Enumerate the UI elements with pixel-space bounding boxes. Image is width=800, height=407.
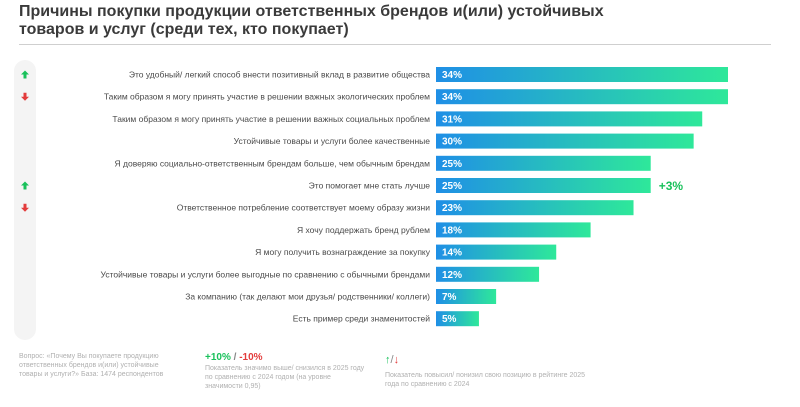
bar — [436, 266, 540, 282]
value-label: 12% — [442, 270, 462, 281]
value-label: 23% — [442, 203, 462, 214]
category-label: Я доверяю социально-ответственным бренда… — [115, 158, 431, 168]
question-footnote: Вопрос: «Почему Вы покупаете продукцию о… — [19, 353, 164, 378]
category-label: Устойчивые товары и услуги более выгодны… — [101, 269, 431, 279]
significance-plus: +10% — [205, 352, 231, 363]
bar — [436, 133, 694, 149]
significance-minus: -10% — [239, 352, 263, 363]
value-label: 31% — [442, 114, 462, 125]
value-label: 25% — [442, 181, 462, 192]
significance-footnote: Показатель значимо выше/ снизился в 2025… — [205, 365, 365, 390]
category-label: Я хочу поддержать бренд рублем — [297, 225, 430, 235]
category-label: Таким образом я могу принять участие в р… — [112, 114, 430, 124]
rank-arrow-footnote: Показатель повысил/ понизил свою позицию… — [385, 372, 586, 388]
bar — [436, 311, 479, 327]
bar — [436, 244, 557, 260]
category-label: Это помогает мне стать лучше — [309, 181, 431, 191]
rank-up-icon — [21, 181, 29, 190]
arrow-up-icon: ↑ — [385, 354, 391, 366]
bar — [436, 111, 703, 127]
chart-title: Причины покупки продукции ответственных … — [19, 3, 604, 38]
significance-slash: / — [230, 352, 240, 363]
significance-legend: +10% / -10% — [205, 352, 263, 363]
value-label: 18% — [442, 225, 462, 236]
category-label: Таким образом я могу принять участие в р… — [104, 92, 430, 102]
bar — [436, 178, 651, 193]
rank-arrow-legend: ↑/↓ — [385, 354, 399, 366]
value-label: 14% — [442, 248, 462, 259]
value-label: 30% — [442, 137, 462, 148]
title-divider — [19, 44, 771, 45]
category-label: Есть пример среди знаменитостей — [293, 314, 430, 324]
arrow-slash: / — [390, 354, 394, 366]
bar — [436, 89, 728, 105]
value-label: 25% — [442, 159, 462, 170]
bar — [436, 67, 728, 82]
significant-change-label: +3% — [659, 179, 684, 193]
category-label: За компанию (так делают мои друзья/ родс… — [185, 292, 430, 302]
category-label: Ответственное потребление соответствует … — [177, 203, 431, 213]
value-label: 7% — [442, 292, 457, 303]
rank-down-icon — [21, 203, 29, 212]
arrow-down-icon: ↓ — [393, 354, 400, 366]
bar — [436, 155, 651, 171]
rank-up-icon — [21, 70, 29, 79]
value-label: 34% — [442, 92, 462, 103]
category-label: Это удобный/ легкий способ внести позити… — [129, 70, 430, 80]
bar — [436, 200, 634, 216]
bar-chart: Это удобный/ легкий способ внести позити… — [21, 67, 728, 327]
value-label: 34% — [442, 70, 462, 81]
bar — [436, 222, 591, 238]
value-label: 5% — [442, 314, 457, 325]
rank-change-strip — [14, 60, 36, 340]
rank-down-icon — [21, 92, 29, 101]
bar — [436, 289, 497, 304]
category-label: Я могу получить вознаграждение за покупк… — [255, 247, 431, 257]
category-label: Устойчивые товары и услуги более качеств… — [234, 136, 431, 146]
